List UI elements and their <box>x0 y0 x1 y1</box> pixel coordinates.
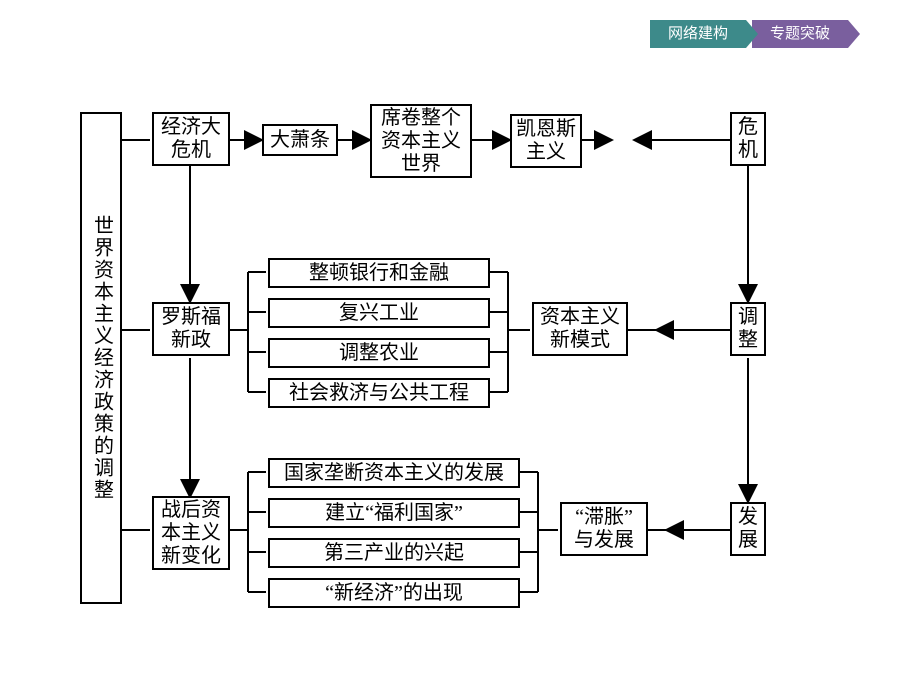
chevron-icon <box>746 20 758 48</box>
chevron-icon <box>848 20 860 48</box>
diagram: 世界资本主义经济政策的调整 经济大 危机 大萧条 席卷整个 资本主义 世界 凯恩… <box>80 100 860 660</box>
node-weiji: 危 机 <box>730 112 766 166</box>
tab-network[interactable]: 网络建构 <box>650 20 746 48</box>
node-monopoly: 国家垄断资本主义的发展 <box>268 458 520 488</box>
node-sweep: 席卷整个 资本主义 世界 <box>370 104 472 178</box>
node-tertiary: 第三产业的兴起 <box>268 538 520 568</box>
node-develop: 发 展 <box>730 502 766 556</box>
node-postwar: 战后资 本主义 新变化 <box>152 496 230 570</box>
node-banking: 整顿银行和金融 <box>268 258 490 288</box>
node-roosevelt: 罗斯福 新政 <box>152 302 230 356</box>
node-welfare: 建立“福利国家” <box>268 498 520 528</box>
node-industry: 复兴工业 <box>268 298 490 328</box>
node-crisis: 经济大 危机 <box>152 112 230 166</box>
tab-topic[interactable]: 专题突破 <box>752 20 848 48</box>
node-newmodel: 资本主义 新模式 <box>532 302 628 356</box>
tab-bar: 网络建构 专题突破 <box>650 20 860 48</box>
node-adjust: 调 整 <box>730 302 766 356</box>
node-depression: 大萧条 <box>262 124 338 156</box>
node-relief: 社会救济与公共工程 <box>268 378 490 408</box>
node-agri: 调整农业 <box>268 338 490 368</box>
node-neweconomy: “新经济”的出现 <box>268 578 520 608</box>
node-keynes: 凯恩斯 主义 <box>510 114 582 168</box>
node-stagflation: “滞胀” 与发展 <box>560 502 648 556</box>
node-root: 世界资本主义经济政策的调整 <box>80 112 122 604</box>
